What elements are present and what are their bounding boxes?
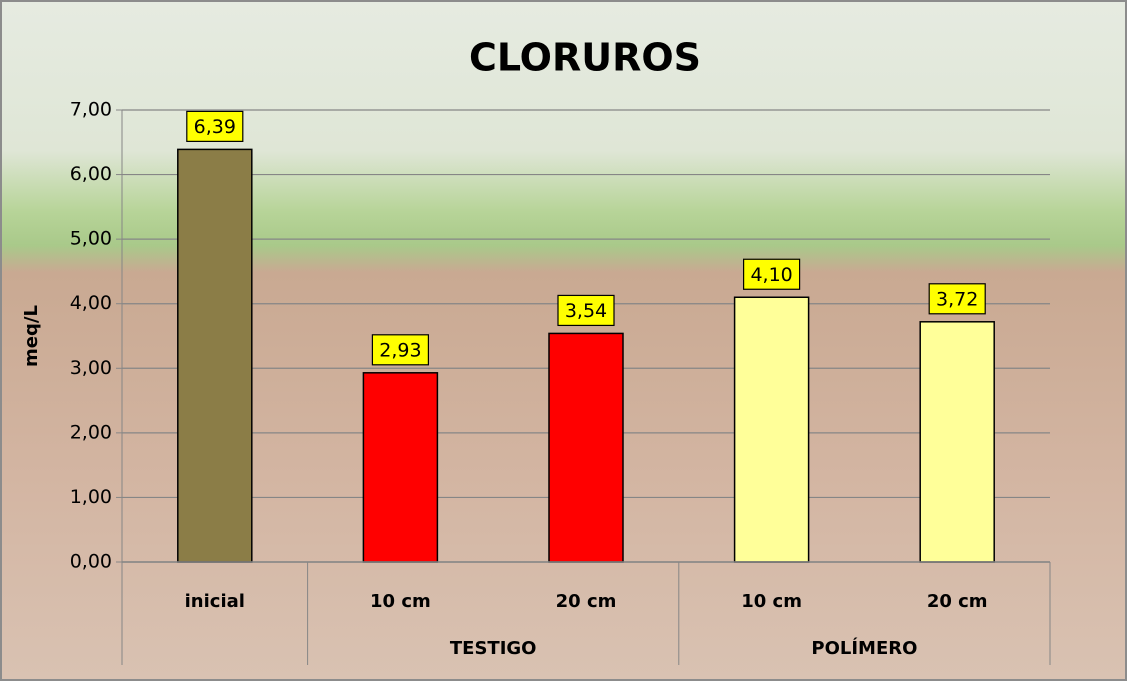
y-tick-label: 7,00 bbox=[70, 99, 112, 121]
chart-title: CLORUROS bbox=[469, 36, 701, 80]
bar bbox=[920, 322, 994, 562]
data-label: 3,54 bbox=[565, 300, 607, 322]
data-label: 3,72 bbox=[936, 288, 978, 310]
data-label: 6,39 bbox=[194, 116, 236, 138]
data-label: 4,10 bbox=[750, 264, 792, 286]
y-tick-label: 4,00 bbox=[70, 292, 112, 314]
group-label: POLÍMERO bbox=[811, 637, 917, 659]
y-tick-label: 1,00 bbox=[70, 486, 112, 508]
x-tick-label: 10 cm bbox=[741, 591, 802, 612]
y-tick-label: 5,00 bbox=[70, 228, 112, 250]
bar bbox=[363, 373, 437, 562]
x-tick-label: 20 cm bbox=[556, 591, 617, 612]
chart: CLORUROS meq/L 0,00 1,00 2,00 3,00 4,00 5,00 6… bbox=[0, 0, 1127, 681]
y-tick-label: 0,00 bbox=[70, 551, 112, 573]
y-tick-label: 6,00 bbox=[70, 163, 112, 185]
x-tick-label: 20 cm bbox=[927, 591, 988, 612]
x-tick-label: 10 cm bbox=[370, 591, 431, 612]
group-label: TESTIGO bbox=[450, 638, 537, 659]
x-tick-label: inicial bbox=[185, 591, 245, 612]
y-axis-label: meq/L bbox=[21, 305, 42, 367]
y-tick-label: 3,00 bbox=[70, 357, 112, 379]
bar bbox=[735, 297, 809, 562]
bar bbox=[549, 333, 623, 562]
bar bbox=[178, 149, 252, 562]
y-tick-label: 2,00 bbox=[70, 421, 112, 443]
data-label: 2,93 bbox=[379, 339, 421, 361]
